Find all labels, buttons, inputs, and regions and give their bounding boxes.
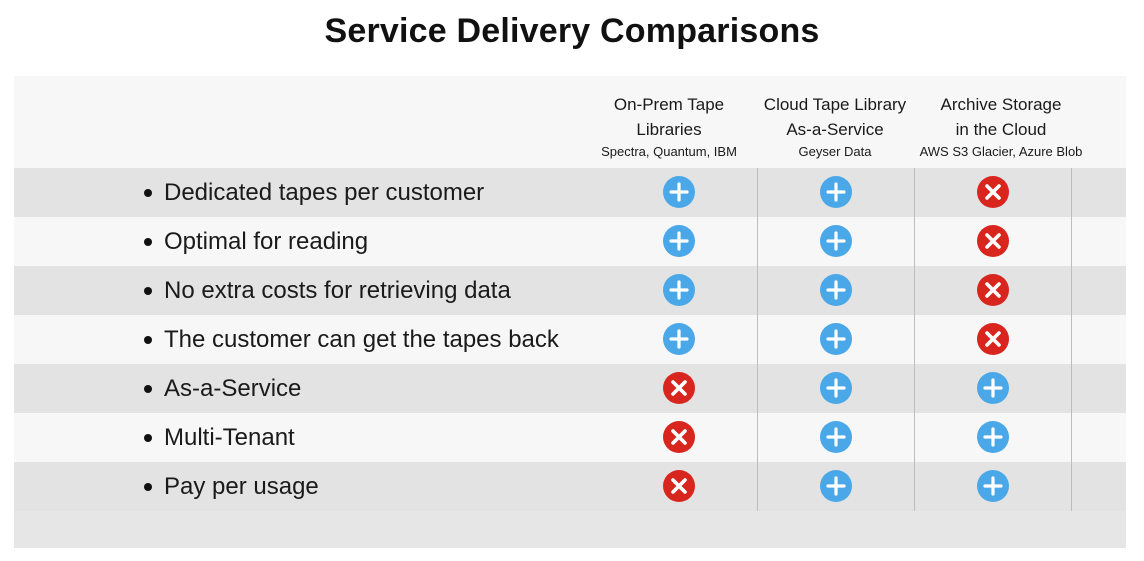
column-header-sub: Spectra, Quantum, IBM <box>601 144 737 159</box>
comparison-table: On-Prem Tape Libraries Spectra, Quantum,… <box>14 76 1126 548</box>
plus-circle-icon <box>820 176 852 208</box>
plus-circle-icon <box>663 225 695 257</box>
bullet-icon <box>144 434 152 442</box>
plus-circle-icon <box>977 470 1009 502</box>
plus-circle-icon <box>663 176 695 208</box>
page-title: Service Delivery Comparisons <box>324 12 820 50</box>
table-row: Pay per usage <box>14 462 1126 511</box>
bullet-icon <box>144 336 152 344</box>
row-label-text: The customer can get the tapes back <box>164 326 559 353</box>
column-header-cloud-tape: Cloud Tape Library As-a-Service Geyser D… <box>752 92 918 162</box>
plus-circle-icon <box>820 421 852 453</box>
column-header-line2: in the Cloud <box>955 120 1047 139</box>
row-label-text: Multi-Tenant <box>164 424 295 451</box>
column-header-line2: Libraries <box>636 120 702 139</box>
x-circle-icon <box>977 274 1009 306</box>
column-divider <box>914 168 915 511</box>
column-header-line1: On-Prem Tape <box>613 95 725 114</box>
plus-circle-icon <box>820 225 852 257</box>
column-header-archive: Archive Storage in the Cloud AWS S3 Glac… <box>906 92 1096 162</box>
table-footer <box>14 511 1126 548</box>
row-label-text: Optimal for reading <box>164 228 369 255</box>
x-circle-icon <box>663 470 695 502</box>
x-circle-icon <box>977 225 1009 257</box>
plus-circle-icon <box>663 323 695 355</box>
x-circle-icon <box>663 372 695 404</box>
row-label-text: Pay per usage <box>164 473 319 500</box>
x-circle-icon <box>977 176 1009 208</box>
table-row: The customer can get the tapes back <box>14 315 1126 364</box>
table-row: As-a-Service <box>14 364 1126 413</box>
table-row: Multi-Tenant <box>14 413 1126 462</box>
plus-circle-icon <box>977 372 1009 404</box>
table-row: No extra costs for retrieving data <box>14 266 1126 315</box>
bullet-icon <box>144 483 152 491</box>
column-header-line2: As-a-Service <box>786 120 884 139</box>
plus-circle-icon <box>663 274 695 306</box>
plus-circle-icon <box>820 274 852 306</box>
bullet-icon <box>144 238 152 246</box>
bullet-icon <box>144 189 152 197</box>
plus-circle-icon <box>820 470 852 502</box>
column-header-on-prem: On-Prem Tape Libraries Spectra, Quantum,… <box>594 92 744 162</box>
column-divider <box>757 168 758 511</box>
column-header-sub: Geyser Data <box>798 144 872 159</box>
row-label-text: No extra costs for retrieving data <box>164 277 511 304</box>
x-circle-icon <box>977 323 1009 355</box>
plus-circle-icon <box>820 323 852 355</box>
row-label-text: As-a-Service <box>164 375 302 402</box>
plus-circle-icon <box>820 372 852 404</box>
column-header-line1: Archive Storage <box>940 95 1062 114</box>
x-circle-icon <box>663 421 695 453</box>
table-row: Dedicated tapes per customer <box>14 168 1126 217</box>
bullet-icon <box>144 287 152 295</box>
table-row: Optimal for reading <box>14 217 1126 266</box>
bullet-icon <box>144 385 152 393</box>
column-divider <box>1071 168 1072 511</box>
table-header: On-Prem Tape Libraries Spectra, Quantum,… <box>14 76 1126 168</box>
column-header-sub: AWS S3 Glacier, Azure Blob <box>919 144 1083 159</box>
column-header-line1: Cloud Tape Library <box>763 95 907 114</box>
plus-circle-icon <box>977 421 1009 453</box>
row-label-text: Dedicated tapes per customer <box>164 179 485 206</box>
